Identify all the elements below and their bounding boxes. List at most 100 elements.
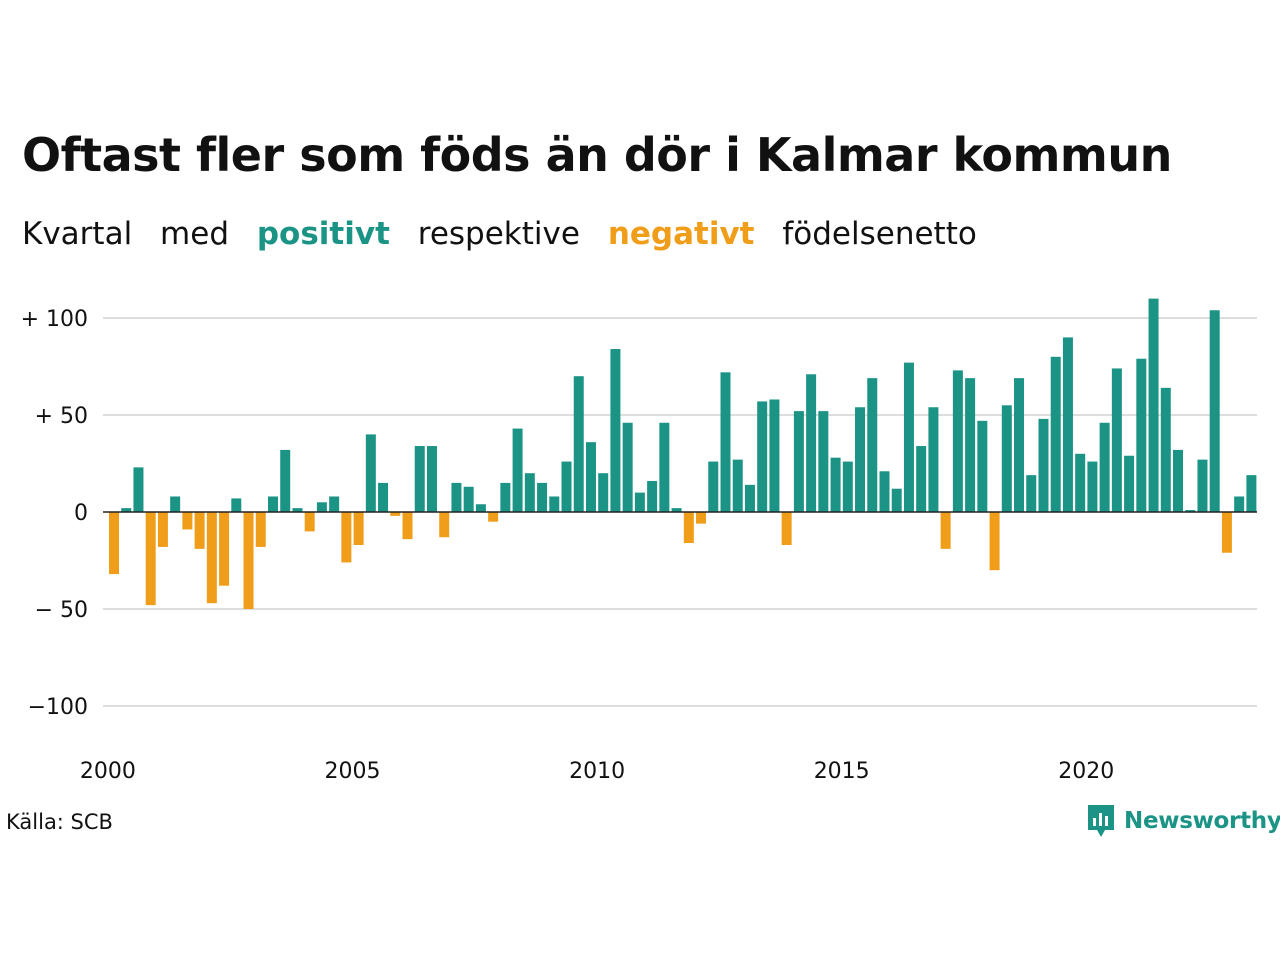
x-tick-label: 2000: [80, 759, 136, 784]
bar-positive: [549, 496, 560, 512]
bar-positive: [842, 461, 853, 512]
bar-positive: [1062, 337, 1073, 512]
bar-negative: [353, 512, 364, 545]
bar-positive: [769, 399, 780, 512]
bar-negative: [696, 512, 707, 524]
x-tick-label: 2015: [814, 759, 870, 784]
bar-positive: [365, 434, 376, 512]
bar-positive: [903, 362, 914, 512]
bar-positive: [720, 372, 731, 512]
bar-positive: [573, 376, 584, 512]
bar-chart: + 100 + 50 0 − 50 −100 2000 2005 2010 2015 2020: [21, 298, 1257, 784]
bar-positive: [133, 467, 144, 512]
bar-positive: [1050, 356, 1061, 512]
bar-positive: [671, 508, 682, 512]
bar-positive: [1026, 475, 1037, 512]
bar-negative: [109, 512, 119, 575]
y-tick-label: − 50: [35, 598, 88, 623]
bar-positive: [267, 496, 278, 512]
bar-negative: [219, 512, 230, 586]
y-tick-label: −100: [28, 695, 88, 720]
bar-negative: [402, 512, 413, 540]
chart-subtitle: Kvartal med positivt respektive negativt…: [22, 216, 995, 252]
subtitle-word-respektive: respektive: [417, 216, 580, 252]
bar-positive: [378, 482, 389, 512]
bar-positive: [1246, 475, 1257, 512]
bar-positive: [1148, 298, 1159, 512]
bar-positive: [1124, 455, 1135, 512]
bar-negative: [989, 512, 1000, 571]
bar-positive: [965, 378, 976, 512]
bar-positive: [818, 411, 829, 512]
bar-negative: [145, 512, 156, 606]
bar-positive: [414, 446, 425, 512]
bar-positive: [1136, 358, 1147, 512]
brand-name: Newsworthy: [1124, 808, 1280, 834]
bar-positive: [928, 407, 939, 512]
y-axis-ticks: + 100 + 50 0 − 50 −100: [21, 307, 88, 720]
bar-positive: [475, 504, 486, 512]
bar-positive: [524, 473, 535, 512]
bar-positive: [610, 349, 621, 512]
bar-positive: [1173, 449, 1184, 512]
bar-negative: [304, 512, 315, 532]
bar-positive: [231, 498, 242, 512]
bar-positive: [1197, 459, 1208, 512]
bar-positive: [952, 370, 963, 512]
bar-negative: [341, 512, 352, 563]
bar-positive: [329, 496, 340, 512]
bar-positive: [451, 482, 462, 512]
bar-negative: [206, 512, 217, 604]
bar-negative: [781, 512, 792, 545]
bar-positive: [977, 420, 988, 512]
bar-positive: [732, 459, 743, 512]
bar-positive: [1087, 461, 1098, 512]
bar-positive: [659, 422, 670, 512]
subtitle-positive-word: positivt: [256, 216, 390, 252]
bar-positive: [1038, 418, 1049, 512]
bar-negative: [1221, 512, 1232, 553]
bar-positive: [292, 508, 303, 512]
bar-positive: [806, 374, 817, 512]
bar-positive: [830, 457, 841, 512]
bar-positive: [1075, 453, 1086, 512]
bar-positive: [598, 473, 609, 512]
bar-positive: [1014, 378, 1025, 512]
bar-positive: [1001, 405, 1012, 512]
x-axis-ticks: 2000 2005 2010 2015 2020: [80, 759, 1114, 784]
bar-positive: [512, 428, 523, 512]
bar-negative: [390, 512, 401, 516]
bar-negative: [488, 512, 499, 522]
subtitle-word-med: med: [160, 216, 229, 252]
x-tick-label: 2005: [325, 759, 381, 784]
bar-positive: [708, 461, 719, 512]
bar-negative: [940, 512, 951, 549]
bar-negative: [243, 512, 254, 609]
newsworthy-logo: Newsworthy: [1086, 803, 1280, 839]
bar-positive: [647, 480, 658, 512]
bar-positive: [426, 446, 437, 512]
bar-positive: [463, 486, 474, 512]
bar-positive: [634, 492, 645, 512]
bar-negative: [182, 512, 193, 530]
y-tick-label: 0: [74, 501, 88, 526]
bars: [109, 298, 1257, 609]
bar-positive: [316, 502, 327, 512]
y-tick-label: + 50: [35, 404, 88, 429]
bar-positive: [879, 471, 890, 512]
bar-positive: [916, 446, 927, 512]
source-note: Källa: SCB: [6, 810, 113, 834]
x-tick-label: 2020: [1058, 759, 1114, 784]
bar-negative: [194, 512, 205, 549]
bar-positive: [561, 461, 572, 512]
subtitle-word-kvartal: Kvartal: [22, 216, 133, 252]
bar-positive: [1099, 422, 1110, 512]
subtitle-negative-word: negativt: [607, 216, 755, 252]
bar-positive: [121, 508, 132, 512]
bar-positive: [867, 378, 878, 512]
bar-positive: [585, 442, 596, 512]
bar-positive: [622, 422, 633, 512]
bar-positive: [537, 482, 548, 512]
bar-positive: [1209, 310, 1220, 512]
bar-positive: [793, 411, 804, 512]
